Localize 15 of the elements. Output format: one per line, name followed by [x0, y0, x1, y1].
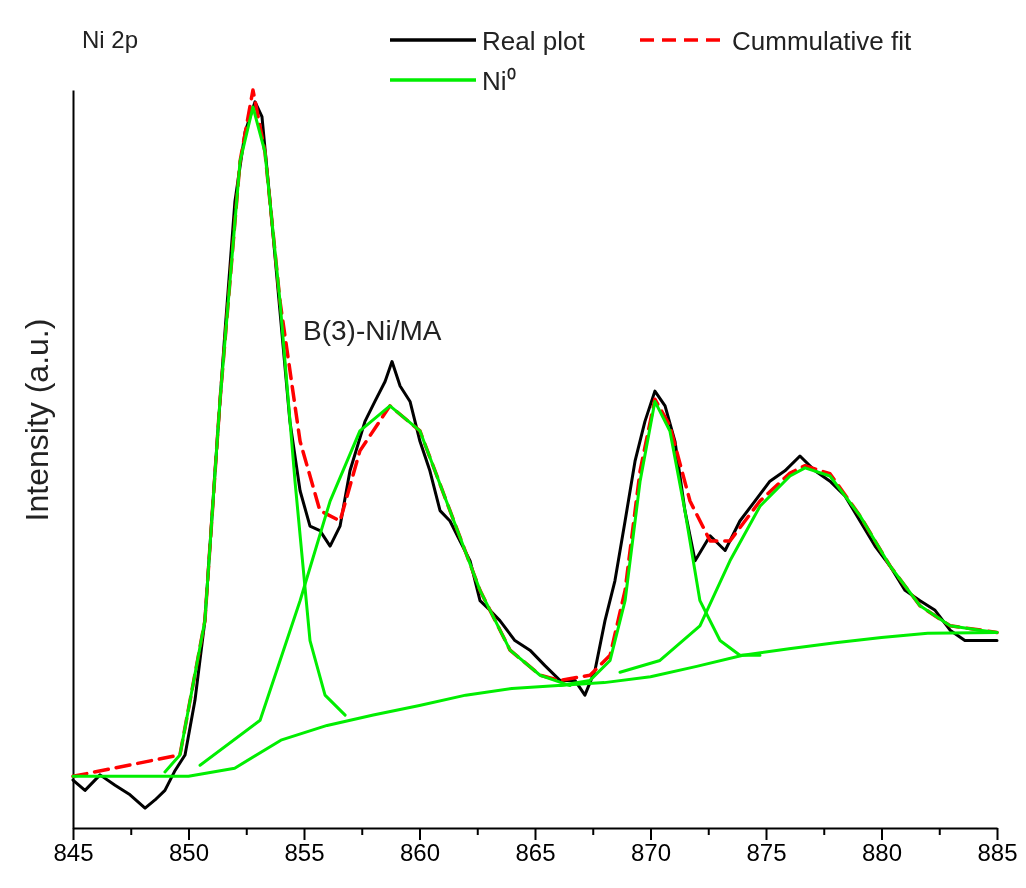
x-tick-label: 875	[746, 839, 787, 867]
annotation: B(3)-Ni/MA	[303, 315, 442, 346]
x-tick-label: 855	[284, 839, 325, 867]
legend-label: Ni⁰	[482, 66, 516, 96]
x-tick-label: 885	[977, 839, 1018, 867]
x-tick-label: 850	[168, 839, 210, 867]
x-tick-label: 870	[630, 839, 672, 867]
legend-label: Real plot	[482, 26, 586, 56]
y-axis-title: Intensity (a.u.)	[19, 318, 55, 522]
x-tick-label: 860	[399, 839, 441, 867]
x-tick-label: 865	[515, 839, 556, 867]
x-tick-label: 880	[861, 839, 903, 867]
text: Ni 2p	[82, 26, 139, 53]
legend-label: Cummulative fit	[732, 26, 912, 56]
x-tick-label: 845	[53, 839, 94, 867]
